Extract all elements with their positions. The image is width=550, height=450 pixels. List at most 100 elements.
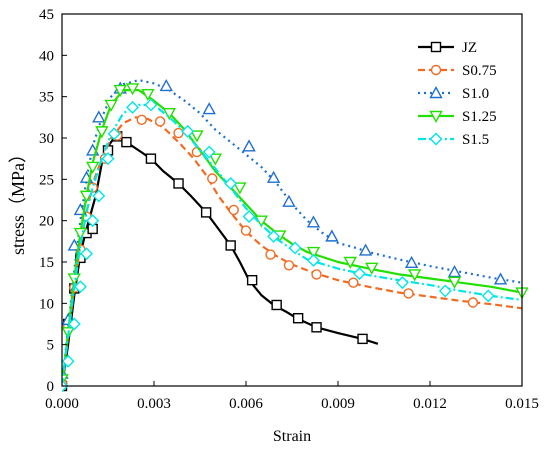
data-point xyxy=(190,130,204,143)
data-point xyxy=(67,273,81,286)
legend-item: S1.25 xyxy=(418,109,497,125)
data-point xyxy=(73,280,87,294)
y-tick-label: 10 xyxy=(39,296,54,312)
data-point xyxy=(403,288,414,299)
data-point xyxy=(173,178,184,189)
series-line xyxy=(62,89,523,387)
data-point xyxy=(343,256,357,269)
data-point xyxy=(306,246,321,260)
data-point xyxy=(242,139,256,152)
data-point xyxy=(395,276,409,290)
data-point xyxy=(306,253,320,267)
data-point xyxy=(242,210,256,224)
legend-label: S0.75 xyxy=(462,63,497,79)
y-tick-label: 45 xyxy=(39,7,54,23)
data-point xyxy=(159,78,173,92)
series-line xyxy=(62,103,523,387)
x-tick-label: 0.003 xyxy=(137,396,171,412)
y-tick-label: 40 xyxy=(39,48,54,64)
series-s1-5 xyxy=(62,98,523,392)
y-tick-label: 35 xyxy=(39,90,54,106)
x-tick-label: 0.009 xyxy=(321,396,355,412)
data-point xyxy=(200,207,212,218)
y-axis-label: stress（MPa） xyxy=(8,145,28,255)
data-point xyxy=(352,267,366,281)
data-point xyxy=(325,229,339,242)
legend-label: S1.5 xyxy=(462,132,489,148)
data-point xyxy=(67,317,81,331)
data-point xyxy=(493,272,508,285)
data-point xyxy=(292,313,304,324)
data-point xyxy=(208,153,223,166)
legend-marker xyxy=(430,41,442,53)
data-point xyxy=(311,322,322,333)
data-point xyxy=(80,247,94,261)
data-point xyxy=(101,152,115,166)
series-line xyxy=(62,132,379,387)
data-point xyxy=(267,229,281,243)
data-point xyxy=(67,238,81,251)
series-line xyxy=(62,79,523,387)
series-s1-0 xyxy=(62,78,523,387)
legend-label: S1.0 xyxy=(462,86,489,102)
data-point xyxy=(95,126,109,139)
y-tick-label: 15 xyxy=(39,255,54,271)
data-point xyxy=(467,297,479,308)
data-point xyxy=(246,274,258,286)
data-point xyxy=(266,170,281,183)
data-point xyxy=(181,124,195,138)
legend-item: JZ xyxy=(418,40,477,56)
data-point xyxy=(283,260,295,271)
data-point xyxy=(141,88,155,102)
x-tick-label: 0.015 xyxy=(505,396,539,412)
data-point xyxy=(162,107,177,121)
data-point xyxy=(107,127,121,141)
data-point xyxy=(240,225,252,236)
data-point xyxy=(447,276,462,289)
data-point xyxy=(447,264,462,278)
legend-marker xyxy=(429,132,443,146)
data-point xyxy=(311,269,322,280)
legend-marker xyxy=(430,64,442,76)
data-point xyxy=(92,189,106,203)
data-point xyxy=(357,333,368,345)
data-point xyxy=(228,204,239,216)
y-tick-label: 20 xyxy=(39,214,54,230)
data-point xyxy=(85,161,100,174)
series-line xyxy=(62,116,523,387)
data-point xyxy=(92,110,106,123)
data-point xyxy=(136,114,147,126)
data-point xyxy=(404,255,419,269)
data-point xyxy=(265,249,276,260)
x-tick-label: 0.006 xyxy=(229,396,263,412)
data-point xyxy=(407,269,422,282)
x-tick-label: 0.012 xyxy=(413,396,447,412)
legend-marker xyxy=(429,86,443,99)
data-point xyxy=(438,284,452,298)
legend-label: JZ xyxy=(462,40,477,56)
data-point xyxy=(144,98,158,112)
x-axis-label: Strain xyxy=(273,428,311,445)
data-point xyxy=(125,83,140,96)
legend-marker xyxy=(429,110,443,123)
data-point xyxy=(104,99,118,112)
legend-item: S1.5 xyxy=(418,132,489,148)
data-point xyxy=(225,240,236,251)
data-point xyxy=(202,145,216,159)
data-point xyxy=(288,241,302,255)
data-point xyxy=(358,243,373,256)
y-tick-label: 30 xyxy=(39,131,54,147)
series-s1-25 xyxy=(62,83,528,387)
data-point xyxy=(348,277,359,288)
data-point xyxy=(79,190,94,203)
data-point xyxy=(306,215,321,228)
data-point xyxy=(62,354,75,368)
data-point xyxy=(481,289,495,303)
legend-item: S1.0 xyxy=(418,86,489,102)
data-point xyxy=(121,136,132,148)
axes: 0.000 0.003 0.006 0.009 0.012 0.015 0 5 10 15 20 25… xyxy=(39,7,539,412)
plot-frame xyxy=(61,13,523,387)
data-point xyxy=(224,176,238,190)
data-point xyxy=(282,194,296,207)
data-point xyxy=(145,153,157,164)
